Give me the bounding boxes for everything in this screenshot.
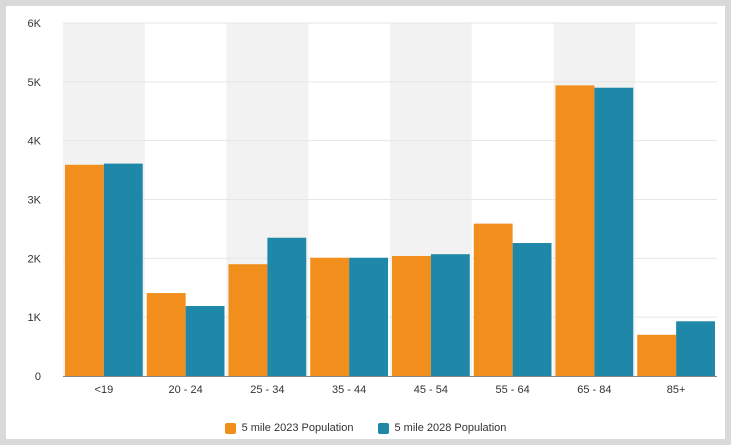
x-tick-label: 65 - 84 xyxy=(577,384,611,396)
y-tick-label: 1K xyxy=(28,312,42,324)
bar[interactable] xyxy=(430,254,470,376)
x-tick-label: 55 - 64 xyxy=(496,384,530,396)
y-tick-label: 2K xyxy=(28,253,42,265)
legend-swatch-2028 xyxy=(377,422,389,434)
legend-swatch-2023 xyxy=(224,422,236,434)
x-tick-label: 85+ xyxy=(667,384,686,396)
bar[interactable] xyxy=(676,321,715,376)
bar[interactable] xyxy=(65,164,104,376)
bar[interactable] xyxy=(310,257,350,376)
bar[interactable] xyxy=(228,264,268,376)
bar[interactable] xyxy=(512,243,552,376)
x-tick-label: 20 - 24 xyxy=(169,384,203,396)
chart-panel: 0 1K 2K 3K 4K 5K 6K <19 20 - 24 25 - 34 35 - 44 45 … xyxy=(6,6,725,439)
x-tick-label: <19 xyxy=(95,384,114,396)
y-tick-label: 3K xyxy=(28,195,42,207)
x-tick-label: 35 - 44 xyxy=(332,384,366,396)
bar[interactable] xyxy=(103,163,143,376)
bar[interactable] xyxy=(349,257,388,376)
bar[interactable] xyxy=(185,305,225,376)
bar[interactable] xyxy=(146,293,186,376)
bar[interactable] xyxy=(594,87,634,376)
y-tick-label: 5K xyxy=(28,77,42,89)
bar[interactable] xyxy=(555,85,595,376)
x-tick-label: 25 - 34 xyxy=(250,384,284,396)
x-tick-label: 45 - 54 xyxy=(414,384,448,396)
population-bar-chart: 0 1K 2K 3K 4K 5K 6K <19 20 - 24 25 - 34 35 - 44 45 … xyxy=(28,18,717,396)
bar[interactable] xyxy=(637,334,677,376)
legend-item-2028[interactable]: 5 mile 2028 Population xyxy=(377,422,507,434)
legend: 5 mile 2023 Population 5 mile 2028 Popul… xyxy=(6,422,725,434)
y-tick-label: 4K xyxy=(28,136,42,148)
legend-label-2028: 5 mile 2028 Population xyxy=(394,422,507,434)
y-tick-label: 0 xyxy=(35,371,41,383)
bar[interactable] xyxy=(267,237,307,376)
bar[interactable] xyxy=(392,255,431,376)
legend-item-2023[interactable]: 5 mile 2023 Population xyxy=(224,422,354,434)
y-tick-label: 6K xyxy=(28,18,42,30)
bar[interactable] xyxy=(473,223,513,376)
legend-label-2023: 5 mile 2023 Population xyxy=(241,422,354,434)
